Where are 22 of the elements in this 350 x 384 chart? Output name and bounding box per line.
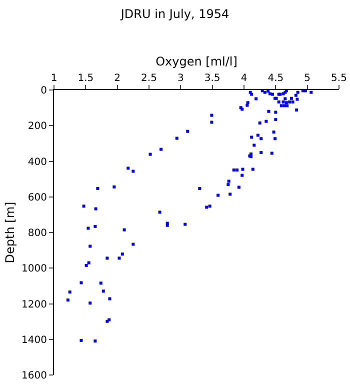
y-tick-label: 0 bbox=[40, 86, 47, 96]
x-tick-label: 2.5 bbox=[141, 73, 157, 84]
x-tick-label: 1 bbox=[50, 73, 58, 84]
y-tick-label: 1400 bbox=[22, 334, 47, 346]
x-tick-label: 5 bbox=[304, 73, 311, 84]
y-tick-label: 600 bbox=[28, 192, 47, 204]
x-tick-label: 4.5 bbox=[268, 73, 284, 84]
x-tick-label: 2 bbox=[114, 73, 121, 84]
y-tick-label: 400 bbox=[28, 156, 47, 168]
x-tick-label: 4 bbox=[240, 73, 248, 84]
x-tick-label: 1.5 bbox=[78, 73, 94, 84]
y-axis-title: Depth [m] bbox=[2, 202, 17, 264]
y-tick-label: 1200 bbox=[22, 299, 47, 310]
x-tick-label: 3 bbox=[177, 73, 184, 84]
y-tick-label: 200 bbox=[28, 121, 47, 132]
x-tick-label: 3.5 bbox=[204, 73, 220, 84]
y-tick-label: 800 bbox=[28, 228, 47, 239]
x-tick-label: 5.5 bbox=[331, 73, 347, 84]
y-tick-label: 1000 bbox=[22, 264, 47, 275]
x-axis-title: Oxygen [ml/l] bbox=[156, 54, 238, 68]
chart-title: JDRU in July, 1954 bbox=[120, 7, 230, 21]
y-tick-label: 1600 bbox=[22, 370, 47, 382]
